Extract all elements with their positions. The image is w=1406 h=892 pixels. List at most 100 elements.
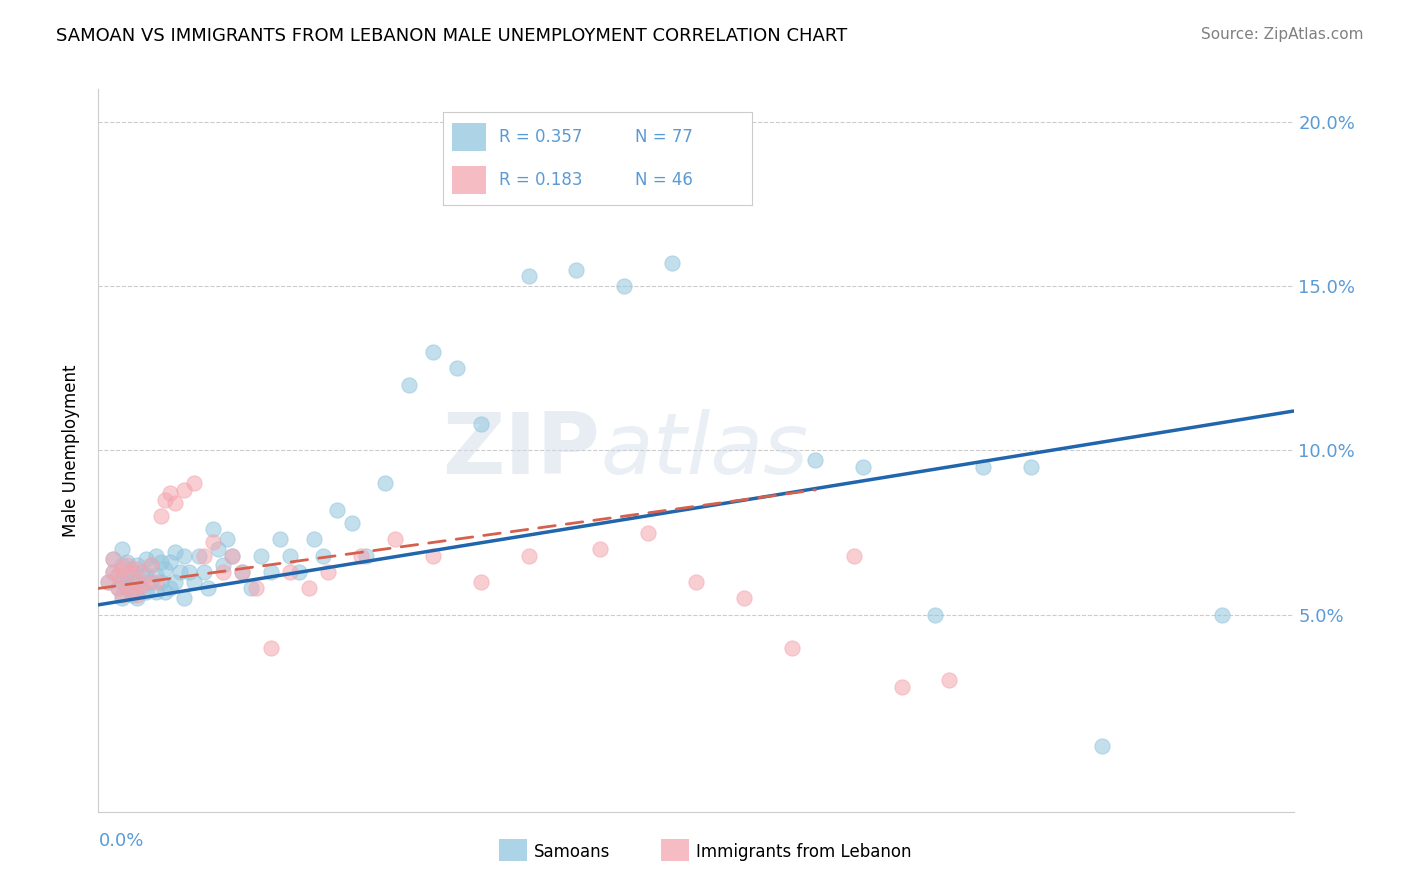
Point — [661, 256, 683, 270]
Point — [101, 565, 124, 579]
Point — [139, 558, 162, 573]
FancyBboxPatch shape — [453, 123, 486, 151]
Point — [115, 558, 138, 573]
Point — [135, 584, 157, 599]
Point — [145, 568, 167, 582]
Point — [173, 483, 195, 497]
Point — [278, 549, 301, 563]
Point — [804, 453, 827, 467]
Point — [107, 582, 129, 596]
Point — [135, 551, 157, 566]
FancyBboxPatch shape — [453, 166, 486, 194]
Point — [852, 459, 875, 474]
Point — [135, 568, 157, 582]
Point — [202, 535, 225, 549]
Point — [121, 588, 143, 602]
Point — [169, 565, 191, 579]
Point — [111, 541, 134, 556]
Point — [139, 574, 162, 589]
Point — [131, 578, 153, 592]
Point — [298, 582, 321, 596]
Point — [446, 361, 468, 376]
Point — [183, 476, 205, 491]
Text: Immigrants from Lebanon: Immigrants from Lebanon — [696, 843, 911, 861]
Point — [972, 459, 994, 474]
Point — [1211, 607, 1233, 622]
Point — [121, 562, 143, 576]
Point — [125, 588, 148, 602]
Point — [221, 549, 243, 563]
Point — [422, 549, 444, 563]
Point — [111, 562, 134, 576]
Point — [1091, 739, 1114, 753]
Point — [101, 551, 124, 566]
Point — [179, 565, 201, 579]
Point — [326, 502, 349, 516]
Point — [159, 486, 181, 500]
Point — [842, 549, 865, 563]
Point — [131, 582, 153, 596]
Point — [187, 549, 209, 563]
Point — [107, 568, 129, 582]
Point — [121, 584, 143, 599]
Point — [163, 574, 186, 589]
Point — [312, 549, 335, 563]
Point — [193, 549, 215, 563]
Point — [163, 496, 186, 510]
Point — [125, 558, 148, 573]
Point — [149, 555, 172, 569]
Point — [316, 565, 339, 579]
Point — [163, 545, 186, 559]
Point — [733, 591, 755, 606]
Point — [121, 565, 143, 579]
Text: Source: ZipAtlas.com: Source: ZipAtlas.com — [1201, 27, 1364, 42]
Point — [938, 673, 960, 688]
Point — [1019, 459, 1042, 474]
Point — [121, 574, 143, 589]
Point — [288, 565, 311, 579]
Point — [384, 532, 406, 546]
Point — [145, 574, 167, 589]
Point — [350, 549, 373, 563]
Point — [97, 574, 120, 589]
Point — [259, 565, 281, 579]
Point — [269, 532, 291, 546]
Point — [125, 591, 148, 606]
Point — [398, 377, 420, 392]
Point — [145, 549, 167, 563]
Point — [211, 558, 233, 573]
Point — [115, 568, 138, 582]
Point — [637, 525, 659, 540]
Point — [149, 574, 172, 589]
Point — [589, 541, 612, 556]
Point — [101, 551, 124, 566]
Point — [155, 492, 177, 507]
Point — [107, 568, 129, 582]
Text: N = 77: N = 77 — [634, 128, 693, 145]
Point — [107, 582, 129, 596]
Point — [374, 476, 396, 491]
Point — [149, 509, 172, 524]
Point — [202, 522, 225, 536]
Point — [340, 516, 363, 530]
Point — [240, 582, 263, 596]
Point — [173, 549, 195, 563]
Point — [685, 574, 707, 589]
Point — [565, 262, 588, 277]
Point — [125, 574, 148, 589]
Point — [135, 574, 157, 589]
Point — [111, 588, 134, 602]
Text: N = 46: N = 46 — [634, 171, 693, 189]
Point — [217, 532, 239, 546]
Point — [115, 582, 138, 596]
Point — [231, 565, 253, 579]
Point — [159, 582, 181, 596]
Point — [517, 549, 540, 563]
Point — [517, 269, 540, 284]
Text: SAMOAN VS IMMIGRANTS FROM LEBANON MALE UNEMPLOYMENT CORRELATION CHART: SAMOAN VS IMMIGRANTS FROM LEBANON MALE U… — [56, 27, 848, 45]
Point — [231, 565, 253, 579]
Text: R = 0.357: R = 0.357 — [499, 128, 582, 145]
Point — [125, 562, 148, 576]
Text: ZIP: ZIP — [443, 409, 600, 492]
Point — [302, 532, 325, 546]
